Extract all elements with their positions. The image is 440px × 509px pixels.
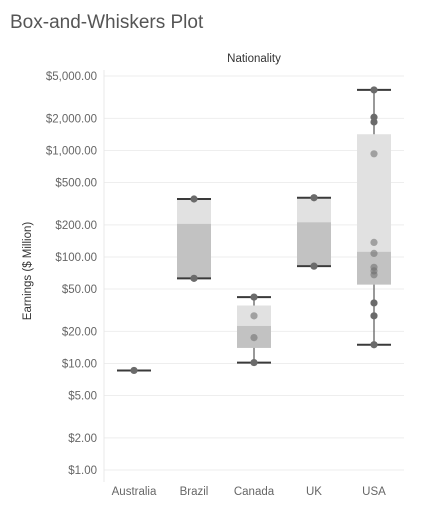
box-upper: [177, 199, 211, 224]
y-tick-label: $5.00: [68, 391, 97, 403]
data-point: [370, 312, 378, 320]
y-tick-label: $100.00: [55, 252, 97, 264]
x-category-label: Canada: [234, 486, 275, 498]
x-axis-categories: Australia Brazil Canada UK USA: [112, 486, 387, 498]
y-axis-ticks: $1.00 $2.00 $5.00 $10.00 $20.00 $50.00 $100.00…: [46, 71, 97, 477]
data-point: [310, 262, 318, 270]
y-tick-label: $10.00: [62, 358, 97, 370]
y-tick-label: $50.00: [62, 284, 97, 296]
y-tick-label: $2,000.00: [46, 113, 97, 125]
box-group-brazil: [177, 195, 211, 282]
data-point: [370, 113, 378, 121]
y-tick-label: $1.00: [68, 465, 97, 477]
data-point: [190, 195, 198, 203]
y-tick-label: $5,000.00: [46, 71, 97, 83]
box-lower: [297, 222, 331, 266]
chart-title: Box-and-Whiskers Plot: [10, 12, 204, 33]
data-point: [370, 249, 378, 258]
data-point: [370, 150, 378, 158]
data-point: [370, 263, 378, 271]
box-lower: [177, 223, 211, 278]
data-point: [310, 194, 318, 202]
box-group-australia: [117, 366, 151, 375]
box-group-usa: [357, 86, 391, 349]
y-axis-label: Earnings ($ Million): [22, 222, 34, 321]
data-point: [250, 293, 258, 301]
y-tick-label: $500.00: [55, 178, 97, 190]
box-group-uk: [297, 194, 331, 270]
data-point: [250, 333, 258, 342]
data-point: [370, 238, 378, 247]
y-tick-label: $200.00: [55, 220, 97, 232]
y-tick-label: $1,000.00: [46, 145, 97, 157]
data-point: [250, 358, 258, 367]
data-point: [370, 341, 378, 349]
data-point: [130, 366, 138, 375]
data-point: [370, 86, 378, 94]
boxes: [117, 86, 391, 375]
x-category-label: UK: [306, 486, 322, 498]
box-group-canada: [237, 293, 271, 367]
box-upper: [297, 198, 331, 223]
data-point: [370, 299, 378, 307]
facet-header: Nationality: [227, 53, 281, 65]
y-tick-label: $2.00: [68, 433, 97, 445]
x-category-label: Australia: [112, 486, 157, 498]
x-category-label: USA: [362, 486, 386, 498]
data-point: [190, 274, 198, 282]
x-category-label: Brazil: [180, 486, 209, 498]
data-point: [250, 312, 258, 320]
y-tick-label: $20.00: [62, 326, 97, 338]
